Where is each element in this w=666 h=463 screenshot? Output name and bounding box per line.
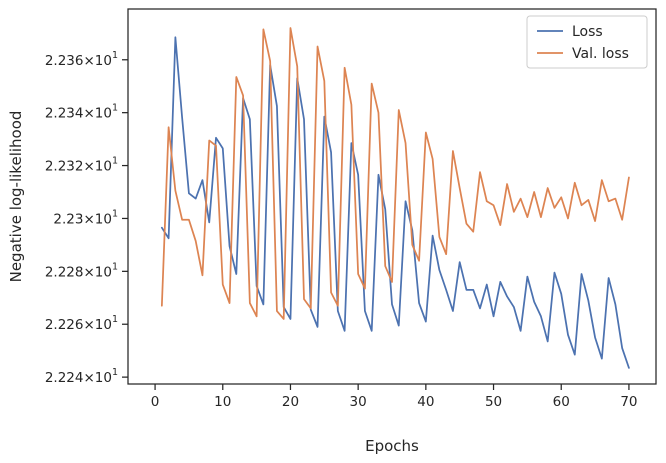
legend-label: Val. loss [572,46,629,62]
x-tick-label: 0 [151,394,160,410]
plot-border [127,8,657,385]
legend-box [526,15,648,69]
x-tick-label: 40 [417,394,434,410]
y-tick-label: 2.228×101 [45,261,118,280]
x-axis-label: Epochs [365,437,419,455]
y-tick-label: 2.226×101 [45,314,118,333]
y-axis-label: Negative log-likelihood [7,111,25,283]
x-axis: 0 10 20 30 40 50 60 70 [151,384,638,410]
plot-area [127,8,657,385]
x-tick-label: 20 [282,394,299,410]
legend-label: Loss [572,24,603,40]
y-tick-label: 2.234×101 [45,103,118,122]
x-tick-label: 10 [214,394,231,410]
y-axis: 2.224×101 2.226×101 2.228×101 2.23×101 2.232… [45,50,128,386]
x-tick-label: 50 [485,394,502,410]
series-line-1 [160,36,630,369]
x-tick-label: 30 [350,394,367,410]
series-layer [160,27,630,369]
x-tick-label: 60 [553,394,570,410]
y-tick-label: 2.23×101 [53,208,118,227]
y-tick-label: 2.236×101 [45,50,118,69]
y-tick-label: 2.232×101 [45,156,118,175]
x-tick-label: 70 [620,394,637,410]
y-tick-label: 2.224×101 [45,367,118,386]
series-line-2 [160,27,630,320]
legend: Loss Val. loss [526,15,648,69]
